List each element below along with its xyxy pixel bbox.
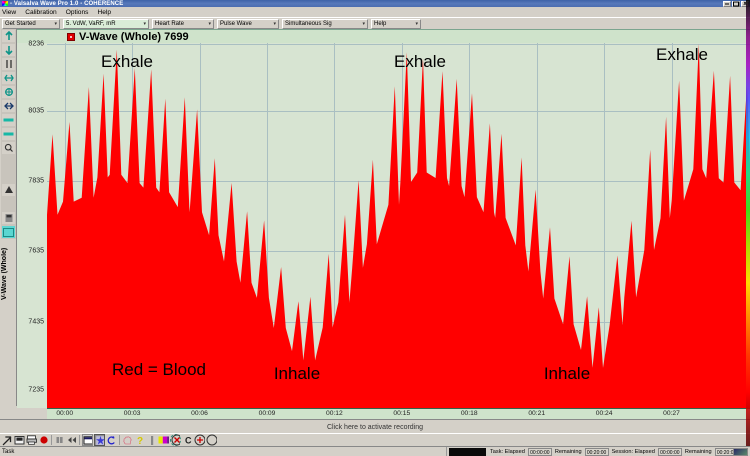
svg-text:?: ? (136, 436, 142, 446)
svg-text:C: C (185, 436, 192, 446)
